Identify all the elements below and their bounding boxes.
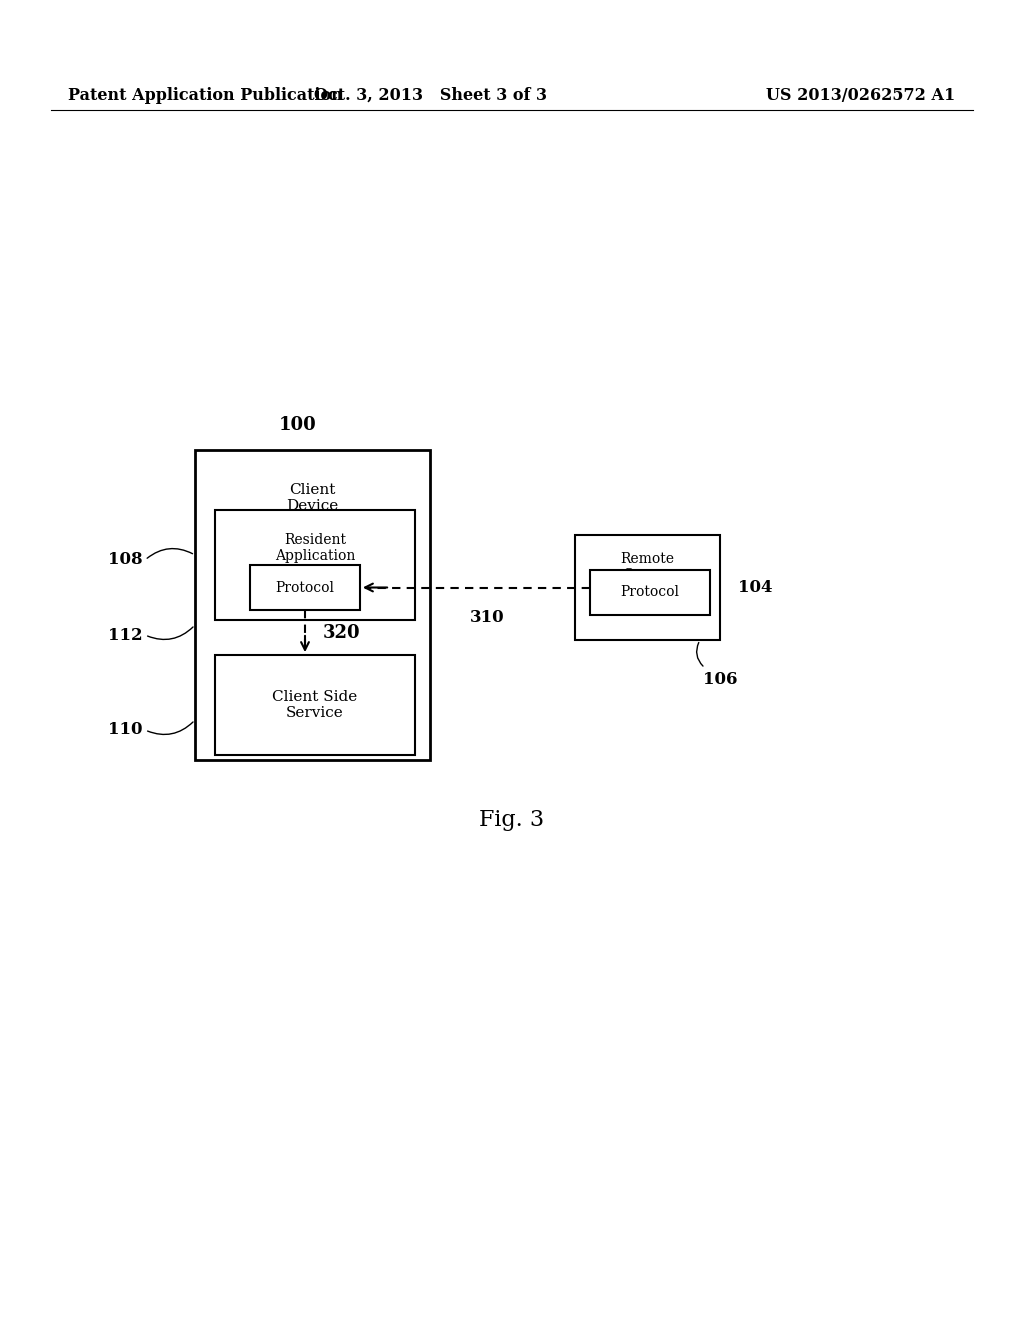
Bar	[575, 535, 720, 640]
Text: Client Side
Service: Client Side Service	[272, 690, 357, 721]
FancyArrowPatch shape	[147, 722, 194, 734]
FancyArrowPatch shape	[696, 643, 703, 667]
Text: Client
Device: Client Device	[287, 483, 339, 513]
Text: Protocol: Protocol	[275, 581, 335, 594]
Text: Resident
Application: Resident Application	[274, 533, 355, 564]
FancyArrowPatch shape	[147, 627, 194, 639]
Text: Patent Application Publication: Patent Application Publication	[68, 87, 343, 103]
Bar	[215, 510, 415, 620]
FancyArrowPatch shape	[147, 549, 193, 558]
Bar	[195, 450, 430, 760]
Text: Protocol: Protocol	[621, 586, 680, 599]
Bar	[215, 655, 415, 755]
Text: 108: 108	[108, 552, 142, 569]
Text: US 2013/0262572 A1: US 2013/0262572 A1	[766, 87, 955, 103]
Text: 100: 100	[279, 416, 316, 434]
Text: 310: 310	[470, 610, 505, 627]
Text: 104: 104	[738, 579, 772, 597]
Text: Oct. 3, 2013   Sheet 3 of 3: Oct. 3, 2013 Sheet 3 of 3	[313, 87, 547, 103]
Bar	[590, 570, 710, 615]
Text: 112: 112	[108, 627, 142, 644]
Text: 106: 106	[702, 672, 737, 689]
Text: 110: 110	[108, 722, 142, 738]
Text: 320: 320	[323, 623, 360, 642]
Text: Fig. 3: Fig. 3	[479, 809, 545, 832]
Text: Remote
Server: Remote Server	[621, 552, 675, 582]
Bar	[250, 565, 360, 610]
